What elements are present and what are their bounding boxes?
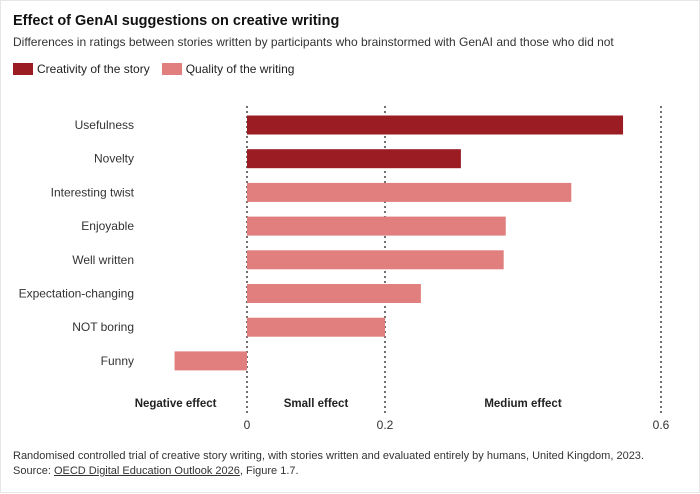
legend-item-quality: Quality of the writing [161, 62, 295, 76]
bar [247, 149, 461, 169]
category-label: Usefulness [75, 118, 134, 132]
chart-legend: Creativity of the story Quality of the w… [13, 62, 294, 76]
x-tick-label: 0.2 [377, 418, 394, 432]
bar [247, 182, 572, 202]
legend-item-creativity: Creativity of the story [13, 62, 150, 76]
bar [174, 351, 247, 371]
category-label: Funny [101, 354, 134, 368]
chart-title: Effect of GenAI suggestions on creative … [13, 13, 340, 29]
source-prefix: Source: [13, 465, 54, 477]
category-label: Well written [72, 253, 134, 267]
x-tick-label: 0 [244, 418, 251, 432]
chart-subtitle: Differences in ratings between stories w… [13, 35, 614, 49]
category-label: Enjoyable [81, 219, 134, 233]
legend-label-creativity: Creativity of the story [37, 62, 150, 76]
zone-label: Medium effect [484, 398, 561, 410]
x-tick-label: 0.6 [653, 418, 670, 432]
legend-swatch-quality [161, 63, 182, 75]
bar [247, 115, 624, 135]
bar [247, 216, 506, 236]
category-label: NOT boring [72, 320, 134, 334]
chart-footer: Randomised controlled trial of creative … [13, 449, 644, 479]
category-label: Expectation-changing [19, 287, 134, 301]
source-link[interactable]: OECD Digital Education Outlook 2026 [53, 465, 240, 477]
footer-source: Source: OECD Digital Education Outlook 2… [13, 464, 644, 479]
legend-label-quality: Quality of the writing [185, 62, 295, 76]
zone-label: Negative effect [135, 398, 217, 410]
bar [247, 317, 385, 337]
category-label: Interesting twist [51, 185, 135, 199]
legend-swatch-creativity [13, 63, 33, 75]
zone-label: Small effect [284, 398, 349, 410]
category-label: Novelty [94, 152, 134, 166]
bar [247, 284, 421, 303]
footer-note: Randomised controlled trial of creative … [13, 450, 644, 462]
source-suffix: , Figure 1.7. [239, 465, 299, 477]
bar [247, 250, 504, 270]
